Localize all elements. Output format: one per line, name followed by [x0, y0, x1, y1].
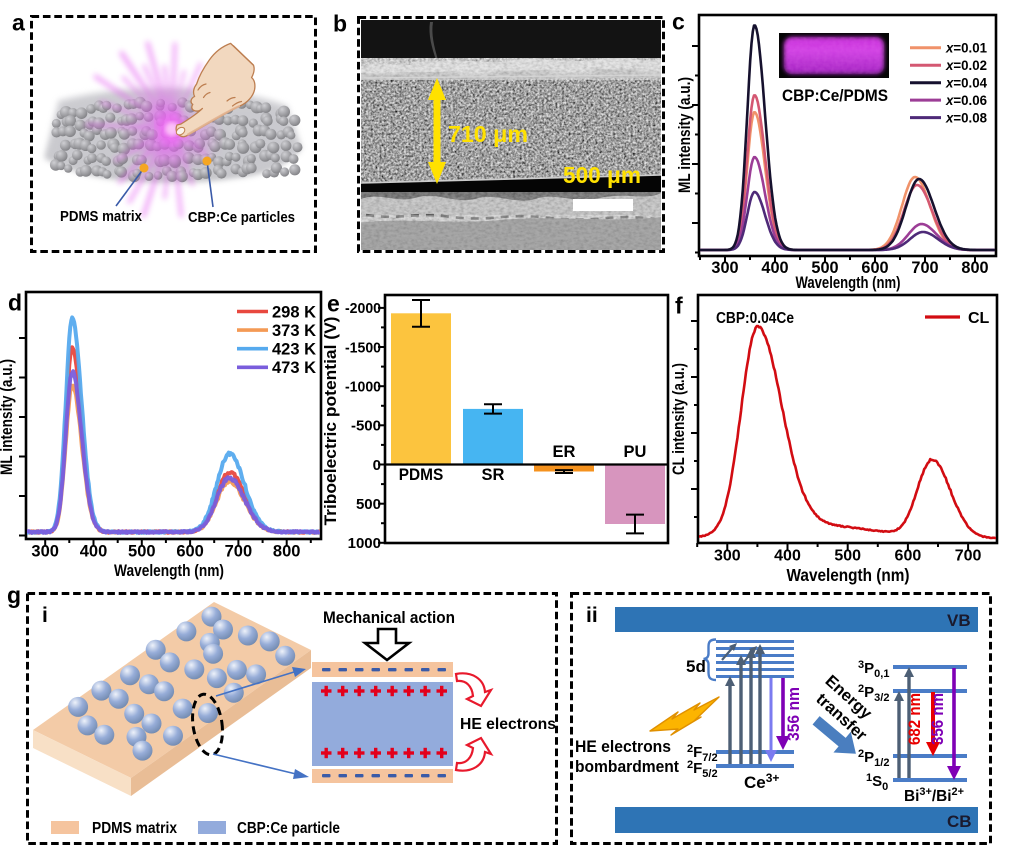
svg-text:CL intensity (a.u.): CL intensity (a.u.) [670, 363, 688, 475]
svg-text:i: i [42, 604, 48, 627]
svg-text:-1000: -1000 [345, 379, 381, 396]
svg-text:-1500: -1500 [345, 339, 381, 356]
svg-text:682 nm: 682 nm [906, 693, 924, 745]
svg-text:CBP:Ce particle: CBP:Ce particle [237, 820, 340, 837]
svg-text:500: 500 [356, 496, 381, 513]
svg-text:d: d [8, 290, 22, 316]
svg-text:Wavelength (nm): Wavelength (nm) [787, 565, 910, 585]
svg-text:f: f [675, 293, 683, 319]
svg-text:1000: 1000 [348, 535, 381, 552]
svg-text:0: 0 [373, 457, 381, 474]
svg-text:400: 400 [80, 543, 108, 561]
svg-text:600: 600 [176, 543, 204, 561]
svg-text:2P1/2: 2P1/2 [858, 748, 889, 769]
svg-text:500: 500 [128, 543, 156, 561]
svg-text:400: 400 [761, 259, 788, 277]
svg-text:CL: CL [968, 310, 990, 327]
svg-text:PDMS: PDMS [399, 466, 444, 484]
svg-text:b: b [333, 11, 347, 37]
svg-text:356 nm: 356 nm [929, 693, 947, 745]
svg-text:600: 600 [861, 259, 888, 277]
svg-text:x=0.02: x=0.02 [945, 58, 987, 73]
svg-text:PDMS matrix: PDMS matrix [60, 208, 143, 225]
svg-text:SR: SR [482, 466, 505, 484]
svg-text:g: g [7, 582, 21, 608]
svg-text:400: 400 [774, 548, 801, 565]
svg-text:PDMS matrix: PDMS matrix [92, 820, 177, 837]
svg-text:2F5/2: 2F5/2 [687, 759, 718, 780]
svg-text:300: 300 [714, 548, 741, 565]
svg-text:CBP:Ce/PDMS: CBP:Ce/PDMS [782, 87, 888, 105]
svg-text:300: 300 [711, 259, 738, 277]
svg-text:e: e [327, 291, 340, 317]
svg-text:298 K: 298 K [272, 303, 316, 321]
svg-text:5d: 5d [686, 657, 706, 676]
svg-text:PU: PU [624, 443, 647, 461]
svg-text:x=0.06: x=0.06 [945, 93, 987, 108]
svg-text:CBP:Ce particles: CBP:Ce particles [188, 209, 295, 226]
svg-text:700: 700 [955, 548, 982, 565]
svg-text:ML intensity (a.u.): ML intensity (a.u.) [0, 359, 16, 475]
svg-text:3P0,1: 3P0,1 [858, 659, 889, 680]
svg-text:473 K: 473 K [272, 359, 316, 377]
svg-text:ML intensity (a.u.): ML intensity (a.u.) [676, 77, 694, 193]
svg-text:ii: ii [586, 604, 598, 627]
svg-text:c: c [672, 9, 685, 35]
svg-text:VB: VB [947, 611, 971, 630]
svg-text:HE electrons: HE electrons [460, 716, 556, 733]
svg-text:x=0.04: x=0.04 [945, 76, 987, 91]
svg-text:Triboelectric potential (V): Triboelectric potential (V) [322, 317, 340, 526]
svg-text:-500: -500 [351, 418, 381, 435]
svg-text:Mechanical action: Mechanical action [323, 608, 455, 627]
svg-text:700: 700 [911, 259, 938, 277]
svg-text:ER: ER [553, 443, 576, 461]
svg-text:500 μm: 500 μm [563, 162, 641, 188]
svg-text:-2000: -2000 [345, 300, 381, 317]
svg-text:300: 300 [31, 543, 59, 561]
svg-text:423 K: 423 K [272, 341, 316, 359]
svg-text:Wavelength (nm): Wavelength (nm) [114, 561, 224, 580]
svg-text:800: 800 [273, 543, 301, 561]
svg-text:800: 800 [961, 259, 988, 277]
svg-text:700: 700 [225, 543, 253, 561]
svg-text:600: 600 [895, 548, 922, 565]
svg-text:Bi3+/Bi2+: Bi3+/Bi2+ [904, 786, 964, 805]
svg-text:HE electrons: HE electrons [575, 738, 671, 756]
svg-text:CB: CB [947, 812, 972, 831]
svg-text:x=0.08: x=0.08 [945, 110, 987, 125]
svg-text:1S0: 1S0 [866, 772, 888, 793]
svg-text:373 K: 373 K [272, 322, 316, 340]
svg-text:x=0.01: x=0.01 [945, 41, 987, 56]
svg-text:a: a [12, 10, 25, 36]
svg-text:500: 500 [811, 259, 838, 277]
svg-text:710 μm: 710 μm [448, 121, 528, 147]
svg-text:2P3/2: 2P3/2 [858, 683, 889, 704]
svg-text:Wavelength (nm): Wavelength (nm) [796, 273, 901, 292]
svg-text:Ce3+: Ce3+ [744, 771, 779, 792]
svg-text:356 nm: 356 nm [785, 687, 803, 741]
svg-text:CBP:0.04Ce: CBP:0.04Ce [716, 310, 794, 327]
svg-text:2F7/2: 2F7/2 [687, 743, 718, 764]
svg-text:bombardment: bombardment [575, 758, 679, 776]
svg-text:500: 500 [834, 548, 861, 565]
